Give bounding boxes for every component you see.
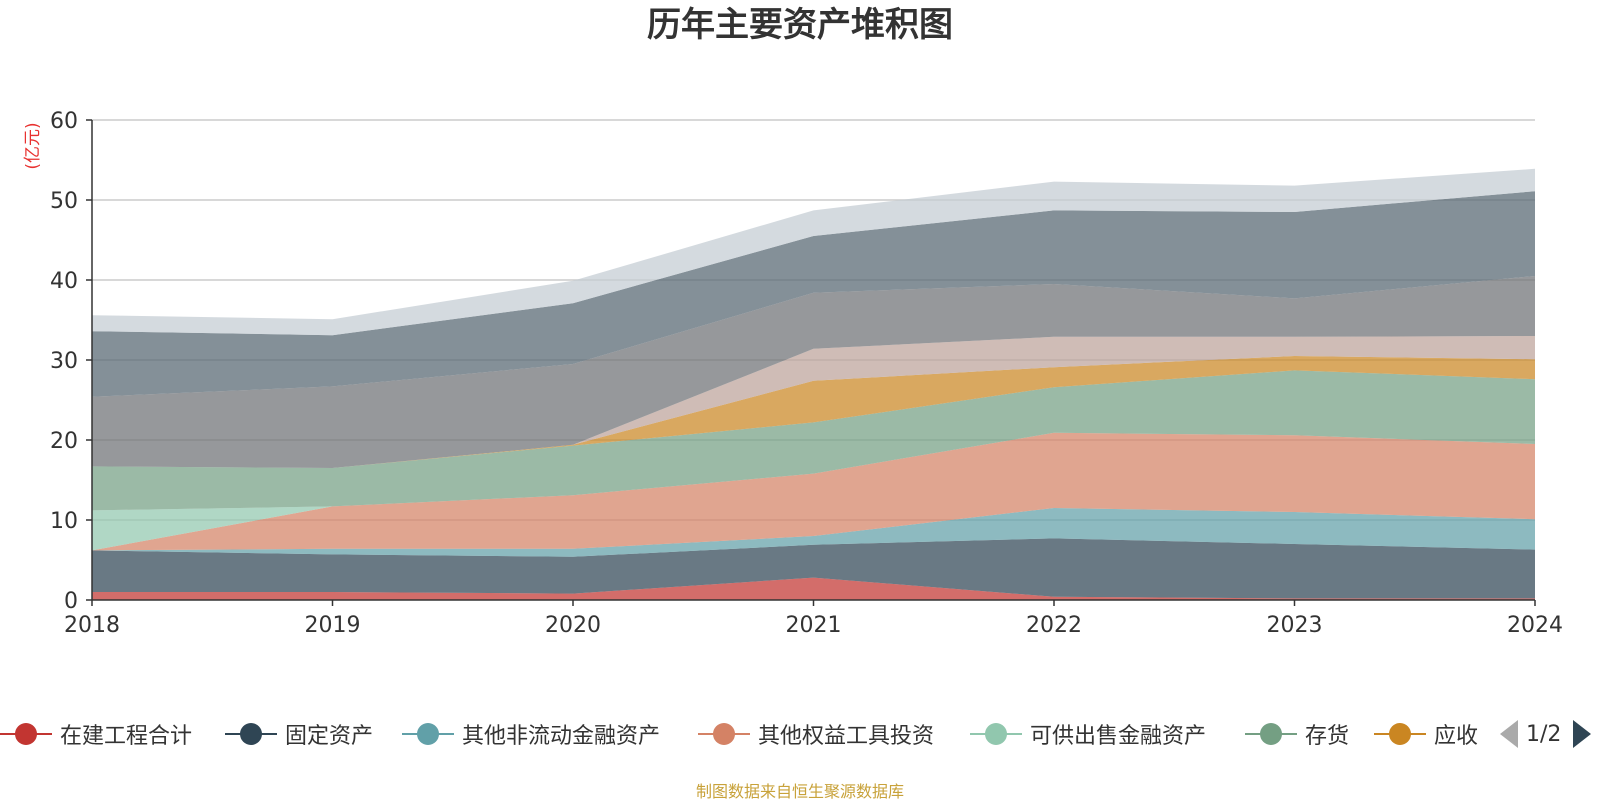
legend-item[interactable]: 其他权益工具投资 xyxy=(698,714,934,754)
y-tick-label: 50 xyxy=(50,189,78,214)
legend-item[interactable]: 其他非流动金融资产 xyxy=(402,714,660,754)
legend-item[interactable]: 在建工程合计 xyxy=(0,714,192,754)
area-series-6 xyxy=(92,356,1535,468)
area-series-1 xyxy=(92,538,1535,599)
y-axis-unit-label: (亿元) xyxy=(23,122,43,169)
legend: 在建工程合计 固定资产 其他非流动金融资产 其他权益工具投资 可供出售金融资产 存货 应收 … xyxy=(0,714,1600,754)
area-series-7 xyxy=(92,336,1535,468)
legend-item[interactable]: 可供出售金融资产 xyxy=(970,714,1206,754)
legend-label: 固定资产 xyxy=(285,724,374,749)
y-tick-label: 40 xyxy=(50,269,78,294)
legend-label: 其他非流动金融资产 xyxy=(462,724,661,749)
x-tick-label: 2018 xyxy=(64,613,120,638)
x-tick-label: 2021 xyxy=(786,613,842,638)
legend-item[interactable]: 存货 xyxy=(1245,714,1349,754)
x-tick-label: 2019 xyxy=(305,613,361,638)
y-tick-label: 60 xyxy=(50,109,78,134)
legend-marker-icon xyxy=(402,722,454,746)
legend-marker-icon xyxy=(225,722,277,746)
chart-title: 历年主要资产堆积图 xyxy=(647,5,953,45)
y-tick-label: 0 xyxy=(64,589,78,614)
y-tick-label: 30 xyxy=(50,349,78,374)
legend-label: 可供出售金融资产 xyxy=(1030,724,1207,749)
legend-label: 其他权益工具投资 xyxy=(758,724,935,749)
axis-layer: 0 10 20 30 40 50 60 2018 2019 2020 2021 2022 2023 202… xyxy=(23,109,1563,638)
source-note: 制图数据来自恒生聚源数据库 xyxy=(695,782,904,801)
legend-label: 在建工程合计 xyxy=(60,724,193,749)
y-tick-label: 20 xyxy=(50,429,78,454)
legend-item[interactable]: 固定资产 xyxy=(225,714,373,754)
stacked-area-chart: 0 10 20 30 40 50 60 2018 2019 2020 2021 2022 2023 202… xyxy=(23,109,1563,638)
y-tick-label: 10 xyxy=(50,509,78,534)
pager-prev-arrow-icon[interactable] xyxy=(1500,720,1518,748)
legend-marker-icon xyxy=(970,722,1022,746)
area-series-0 xyxy=(92,577,1535,600)
legend-label: 应收 xyxy=(1434,724,1479,749)
pager-text: 1/2 xyxy=(1526,721,1562,747)
x-tick-label: 2020 xyxy=(545,613,601,638)
area-series-10 xyxy=(92,168,1535,336)
x-tick-label: 2023 xyxy=(1267,613,1323,638)
legend-marker-icon xyxy=(0,722,52,746)
x-tick-label: 2022 xyxy=(1026,613,1082,638)
area-series-3 xyxy=(92,432,1535,551)
x-tick-label: 2024 xyxy=(1507,613,1563,638)
area-series-9 xyxy=(92,191,1535,397)
area-series-2 xyxy=(92,508,1535,557)
legend-marker-icon xyxy=(1374,722,1426,746)
legend-label: 存货 xyxy=(1305,724,1350,749)
legend-marker-icon xyxy=(1245,722,1297,746)
pager-next-arrow-icon[interactable] xyxy=(1573,720,1592,748)
legend-item[interactable]: 应收 xyxy=(1374,714,1478,754)
legend-marker-icon xyxy=(698,722,750,746)
area-series-8 xyxy=(92,276,1535,468)
legend-pager: 1/2 xyxy=(1500,714,1592,754)
area-series-5 xyxy=(92,370,1535,511)
area-layer xyxy=(92,168,1535,600)
